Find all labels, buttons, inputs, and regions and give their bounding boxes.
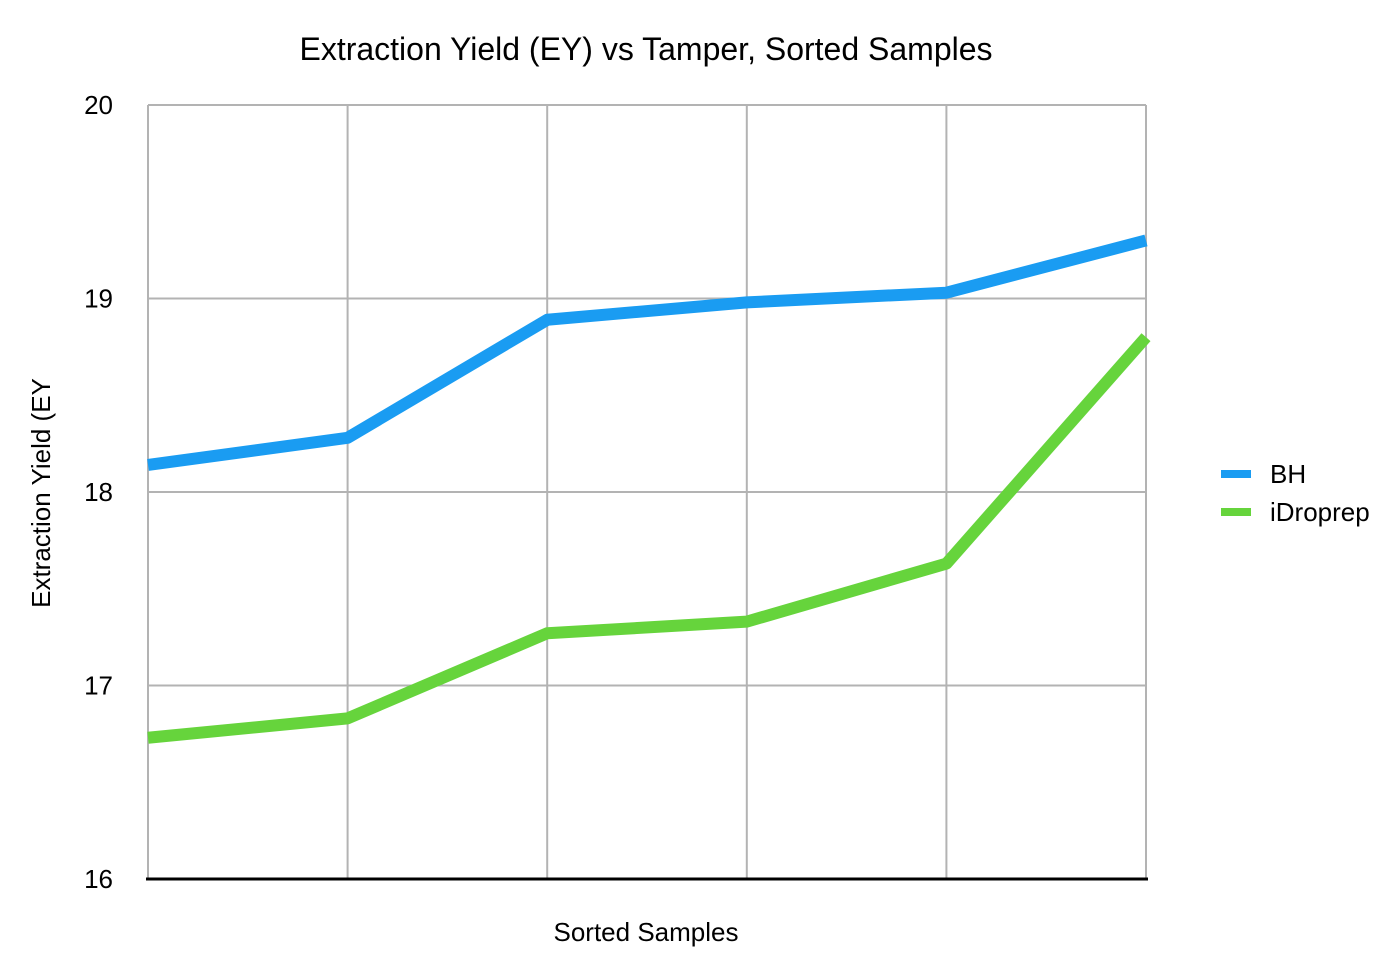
y-tick-label: 17 (84, 671, 113, 701)
series-line-bh (147, 234, 1148, 471)
legend-label-idroprep: iDroprep (1270, 497, 1370, 527)
x-axis-title: Sorted Samples (554, 917, 739, 947)
chart-title: Extraction Yield (EY) vs Tamper, Sorted … (299, 31, 992, 67)
y-tick-label: 20 (84, 90, 113, 120)
y-tick-label: 19 (84, 284, 113, 314)
grid (147, 104, 1147, 879)
legend: BH iDroprep (1221, 459, 1370, 527)
series-lines (147, 234, 1151, 744)
y-tick-label: 18 (84, 477, 113, 507)
legend-label-bh: BH (1270, 459, 1306, 489)
y-axis-title: Extraction Yield (EY (26, 378, 56, 608)
axes: 16 17 18 19 20 (84, 90, 1148, 894)
series-line-idroprep (147, 333, 1151, 744)
y-tick-label: 16 (84, 864, 113, 894)
